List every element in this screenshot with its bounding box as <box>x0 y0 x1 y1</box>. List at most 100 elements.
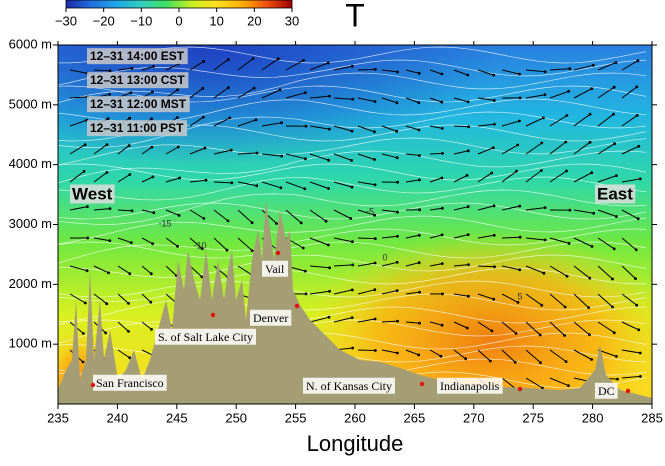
city-marker <box>626 389 630 393</box>
wind-arrow-head <box>515 170 518 173</box>
city-label: Indianapolis <box>440 379 500 393</box>
wind-arrow-head <box>418 208 421 211</box>
wind-arrow-head <box>518 120 521 123</box>
wind-arrow-head <box>493 265 496 268</box>
wind-arrow-head <box>568 242 571 245</box>
wind-arrow-head <box>490 172 493 175</box>
wind-arrow <box>430 153 443 154</box>
wind-arrow-head <box>256 152 259 155</box>
wind-arrow-head <box>351 264 354 267</box>
city-label: N. of Kansas City <box>306 379 392 393</box>
wind-arrow-head <box>305 293 308 296</box>
wind-arrow-head <box>328 128 331 131</box>
colorbar-tick-label: −20 <box>93 13 115 28</box>
city-label: Denver <box>253 311 288 325</box>
wind-arrow-head <box>178 177 181 180</box>
wind-arrow-head <box>351 98 354 101</box>
x-tick-label: 285 <box>641 410 663 425</box>
city-marker <box>295 304 299 308</box>
wind-arrow-head <box>230 182 233 185</box>
wind-arrow-head <box>635 248 638 251</box>
wind-arrow-head <box>589 113 592 116</box>
wind-arrow <box>358 350 375 351</box>
wind-arrow-head <box>518 268 521 271</box>
wind-arrow-head <box>108 93 111 96</box>
wind-arrow-head <box>327 244 330 247</box>
region-label: East <box>597 184 633 203</box>
wind-arrow-head <box>517 301 520 304</box>
colorbar-tick-label: −10 <box>130 13 152 28</box>
wind-arrow-head <box>441 73 444 76</box>
wind-arrow-head <box>466 174 469 177</box>
wind-arrow <box>94 70 110 71</box>
contour-label: -5 <box>366 206 374 216</box>
x-tick-label: 240 <box>107 410 129 425</box>
wind-arrow-head <box>150 117 153 120</box>
contour-label: 0 <box>382 252 387 262</box>
wind-arrow-head <box>280 121 283 124</box>
wind-arrow-head <box>374 183 377 186</box>
wind-arrow-head <box>418 154 421 157</box>
x-tick-label: 250 <box>225 410 247 425</box>
wind-arrow-head <box>351 289 354 292</box>
wind-arrow-head <box>418 129 421 132</box>
city-marker <box>420 382 424 386</box>
wind-arrow-head <box>417 354 420 357</box>
wind-arrow-head <box>151 146 154 149</box>
wind-arrow-head <box>544 70 547 73</box>
contour-label: -10 <box>193 240 206 250</box>
wind-arrow-head <box>351 347 354 350</box>
wind-arrow-head <box>467 100 470 103</box>
wind-arrow-head <box>441 177 444 180</box>
wind-arrow-head <box>351 130 354 133</box>
wind-arrow-head <box>304 270 307 273</box>
wind-arrow-head <box>105 302 108 305</box>
wind-arrow-head <box>275 222 278 225</box>
wind-arrow-head <box>82 332 85 335</box>
wind-arrow-head <box>467 233 470 236</box>
wind-arrow-head <box>567 384 570 387</box>
wind-arrow-head <box>149 301 152 304</box>
x-tick-label: 265 <box>404 410 426 425</box>
wind-arrow-head <box>492 298 495 301</box>
wind-arrow-head <box>374 100 377 103</box>
wind-arrow-head <box>590 358 593 361</box>
city-label: San Francisco <box>96 376 164 390</box>
y-tick-label: 4000 m <box>9 156 52 171</box>
wind-arrow-head <box>589 141 592 144</box>
wind-arrow-head <box>544 93 547 96</box>
wind-arrow-head <box>107 271 110 274</box>
wind-arrow-head <box>328 316 331 319</box>
wind-arrow-head <box>441 324 444 327</box>
wind-arrow-head <box>255 184 258 187</box>
wind-arrow-head <box>492 74 495 77</box>
wind-arrow-head <box>539 334 542 337</box>
wind-arrow-head <box>302 247 305 250</box>
wind-arrow-head <box>202 217 205 220</box>
wind-arrow-head <box>544 239 547 242</box>
wind-arrow-head <box>615 355 618 358</box>
wind-arrow-head <box>351 65 354 68</box>
chart-title: T <box>345 0 365 33</box>
wind-arrow-head <box>441 127 444 130</box>
wind-arrow-head <box>635 304 638 307</box>
wind-arrow-head <box>176 88 179 91</box>
wind-arrow-head <box>639 375 642 378</box>
wind-arrow-head <box>106 143 109 146</box>
wind-arrow-head <box>176 116 179 119</box>
city-marker <box>211 313 215 317</box>
wind-arrow-head <box>418 322 421 325</box>
wind-arrow-head <box>109 69 112 72</box>
wind-arrow-head <box>280 186 283 189</box>
wind-arrow-head <box>564 306 567 309</box>
wind-arrow-head <box>591 245 594 248</box>
wind-arrow-head <box>396 211 399 214</box>
wind-arrow-head <box>373 288 376 291</box>
wind-arrow-head <box>226 249 229 252</box>
x-tick-label: 260 <box>344 410 366 425</box>
wind-arrow-head <box>128 117 131 120</box>
wind-arrow-head <box>396 101 399 104</box>
wind-arrow-head <box>130 91 133 94</box>
colorbar-tick-label: −30 <box>55 13 77 28</box>
wind-arrow-head <box>328 95 331 98</box>
